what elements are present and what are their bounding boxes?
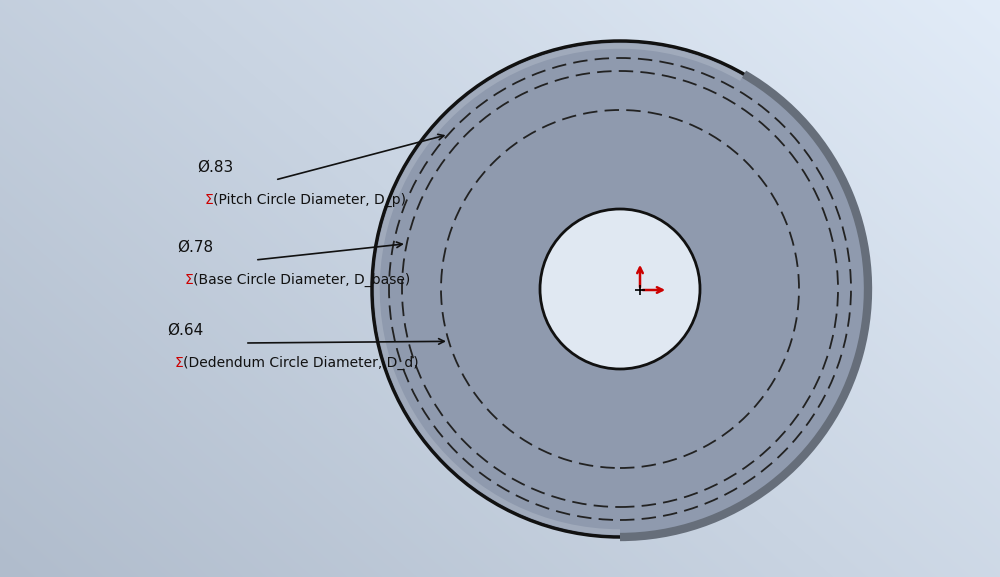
Text: (Pitch Circle Diameter, D_p): (Pitch Circle Diameter, D_p) bbox=[213, 193, 406, 207]
Text: Ø.78: Ø.78 bbox=[177, 240, 213, 255]
Text: Σ: Σ bbox=[174, 356, 183, 370]
Circle shape bbox=[372, 41, 868, 537]
Text: Ø.64: Ø.64 bbox=[167, 323, 203, 338]
Text: Ø.83: Ø.83 bbox=[197, 160, 233, 175]
Text: (Dedendum Circle Diameter, D_d): (Dedendum Circle Diameter, D_d) bbox=[183, 356, 419, 370]
Text: Σ: Σ bbox=[184, 273, 193, 287]
Circle shape bbox=[540, 209, 700, 369]
Text: Σ: Σ bbox=[204, 193, 213, 207]
Text: (Base Circle Diameter, D_base): (Base Circle Diameter, D_base) bbox=[193, 273, 410, 287]
